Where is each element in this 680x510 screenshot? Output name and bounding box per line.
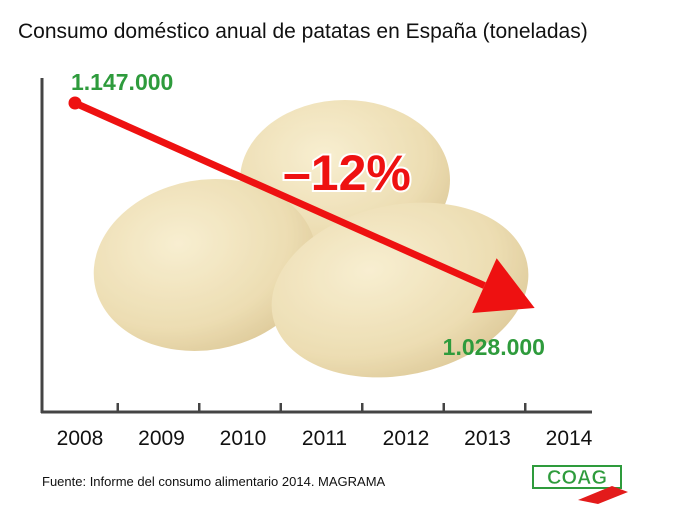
x-tick-label-2010: 2010	[220, 427, 267, 450]
potato-left	[93, 179, 317, 351]
source-note: Fuente: Informe del consumo alimentario …	[42, 474, 386, 489]
arrow-head	[472, 258, 535, 313]
potatoes-illustration	[93, 100, 529, 378]
x-tick-label-2014: 2014	[546, 427, 593, 450]
chart-title: Consumo doméstico anual de patatas en Es…	[18, 20, 588, 43]
data-point-2008	[68, 96, 82, 110]
x-tick-label-2009: 2009	[138, 427, 185, 450]
axes: 2008 2009 2010 2011 2012 2013 2014	[40, 78, 593, 450]
potato-right	[271, 202, 529, 378]
x-tick-label-2008: 2008	[57, 427, 104, 450]
data-label-2008: 1.147.000	[71, 69, 173, 95]
x-tick-label-2012: 2012	[383, 427, 430, 450]
data-label-2014: 1.028.000	[443, 334, 545, 360]
coag-logo: COAG	[532, 465, 628, 504]
x-tick-label-2011: 2011	[302, 427, 347, 450]
change-annotation: –12%	[283, 145, 411, 201]
x-tick-label-2013: 2013	[464, 427, 511, 450]
arrow-shaft	[73, 99, 486, 289]
trend-arrow	[68, 96, 535, 313]
svg-text:COAG: COAG	[547, 467, 607, 489]
